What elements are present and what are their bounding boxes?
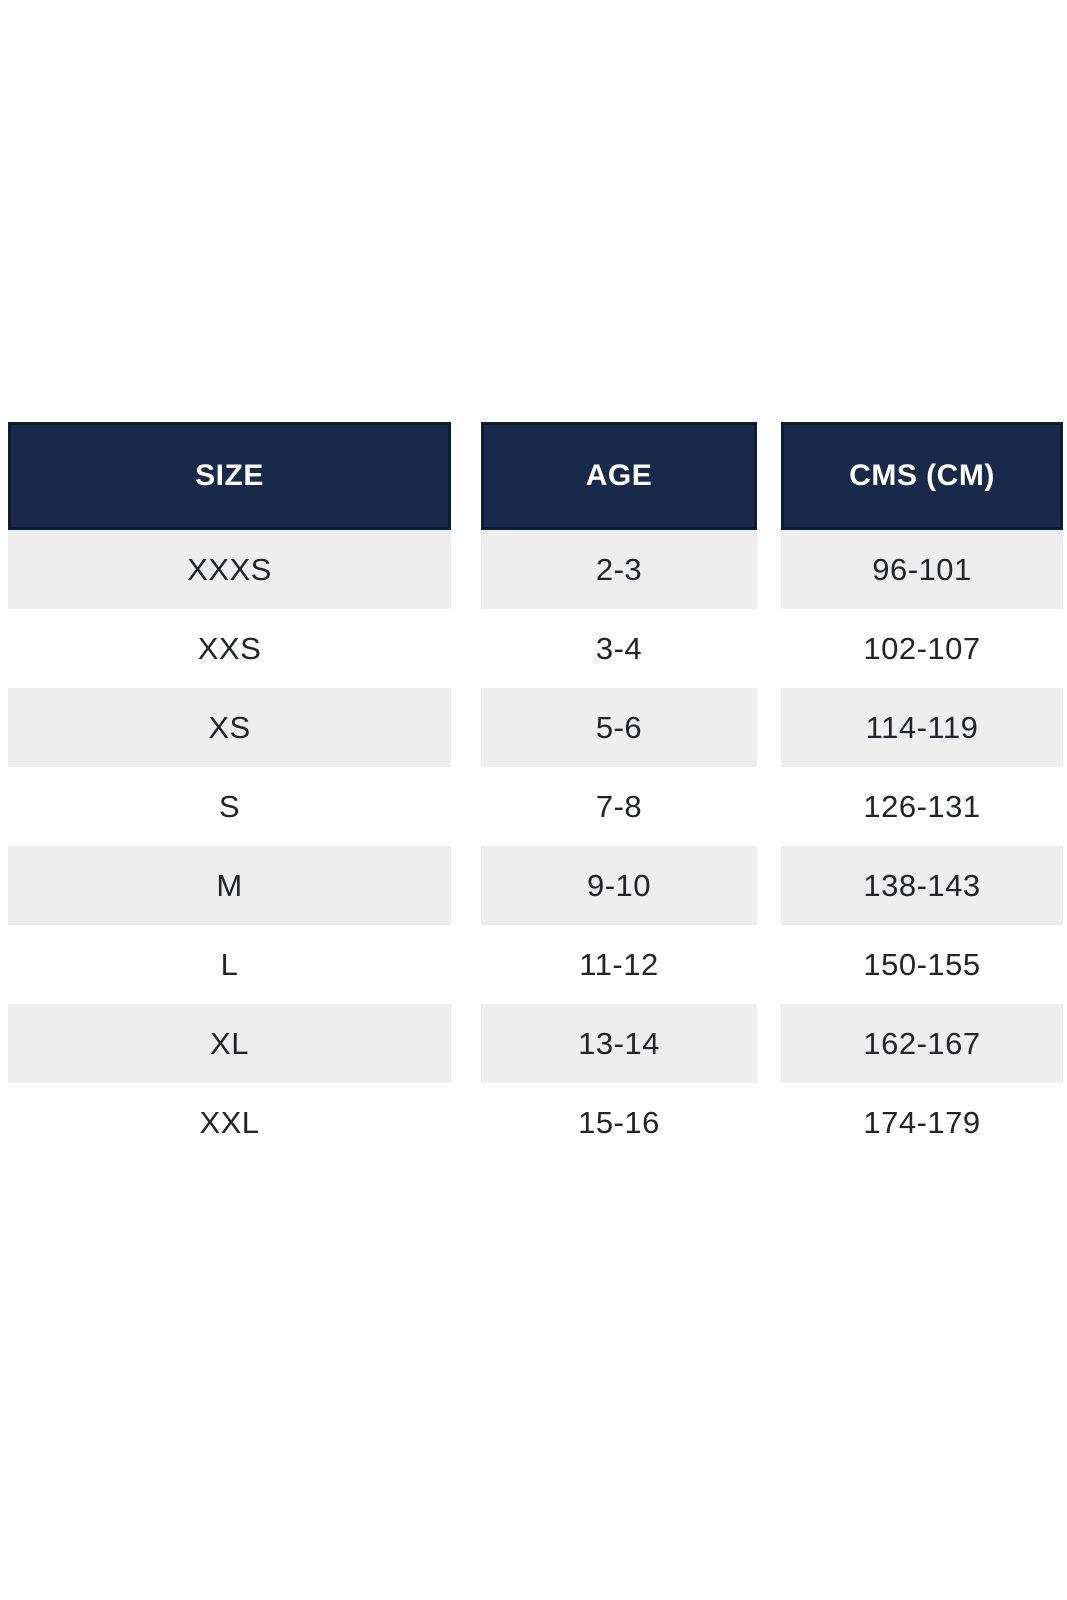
size-cell: XXXS <box>8 530 451 609</box>
age-cell: 7-8 <box>481 767 757 846</box>
cms-column: CMS (CM) 96-101 102-107 114-119 126-131 … <box>781 422 1063 1162</box>
size-column-header: SIZE <box>8 422 451 530</box>
size-cell: XL <box>8 1004 451 1083</box>
cms-column-cells: 96-101 102-107 114-119 126-131 138-143 1… <box>781 530 1063 1162</box>
size-cell: XXL <box>8 1083 451 1162</box>
cms-cell: 174-179 <box>781 1083 1063 1162</box>
age-column-cells: 2-3 3-4 5-6 7-8 9-10 11-12 13-14 15-16 <box>481 530 757 1162</box>
age-cell: 13-14 <box>481 1004 757 1083</box>
size-cell: XXS <box>8 609 451 688</box>
size-cell: M <box>8 846 451 925</box>
cms-cell: 102-107 <box>781 609 1063 688</box>
cms-cell: 162-167 <box>781 1004 1063 1083</box>
age-cell: 11-12 <box>481 925 757 1004</box>
cms-cell: 138-143 <box>781 846 1063 925</box>
size-cell: L <box>8 925 451 1004</box>
age-cell: 5-6 <box>481 688 757 767</box>
size-column-cells: XXXS XXS XS S M L XL XXL <box>8 530 451 1162</box>
cms-column-header: CMS (CM) <box>781 422 1063 530</box>
cms-cell: 126-131 <box>781 767 1063 846</box>
size-cell: XS <box>8 688 451 767</box>
size-cell: S <box>8 767 451 846</box>
age-column: AGE 2-3 3-4 5-6 7-8 9-10 11-12 13-14 15-… <box>481 422 757 1162</box>
age-cell: 2-3 <box>481 530 757 609</box>
age-column-header: AGE <box>481 422 757 530</box>
age-cell: 15-16 <box>481 1083 757 1162</box>
size-column: SIZE XXXS XXS XS S M L XL XXL <box>8 422 451 1162</box>
age-cell: 9-10 <box>481 846 757 925</box>
cms-cell: 150-155 <box>781 925 1063 1004</box>
age-cell: 3-4 <box>481 609 757 688</box>
size-chart-table: SIZE XXXS XXS XS S M L XL XXL AGE 2-3 3-… <box>8 422 1063 1162</box>
cms-cell: 114-119 <box>781 688 1063 767</box>
cms-cell: 96-101 <box>781 530 1063 609</box>
